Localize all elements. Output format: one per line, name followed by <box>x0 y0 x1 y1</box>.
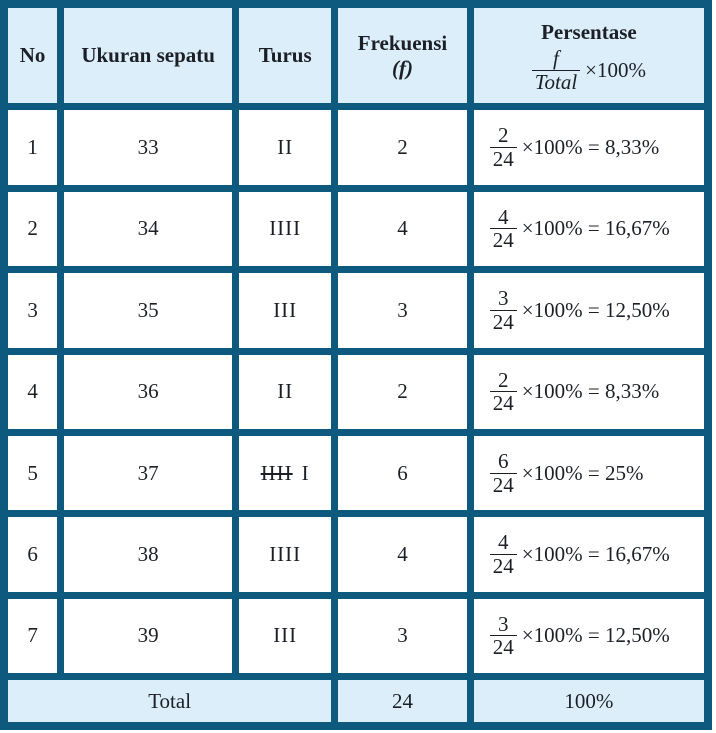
row-number-cell: 3 <box>0 266 65 355</box>
header-frekuensi-label: Frekuensi <box>357 30 448 55</box>
total-frequency-cell: 24 <box>331 673 474 730</box>
tally-cell: III <box>232 266 339 355</box>
tally-cell: III <box>232 591 339 681</box>
header-ukuran-sepatu: Ukuran sepatu <box>57 0 240 111</box>
percentage-cell: 2 24 ×100% = 8,33% <box>466 103 712 192</box>
formula-fraction: f Total <box>531 47 581 93</box>
frequency-cell: 2 <box>331 347 474 436</box>
shoe-size-cell: 38 <box>57 510 240 599</box>
table-row: 6 38 IIII 4 4 24 ×100% = 16,67% <box>0 510 712 599</box>
row-number-cell: 6 <box>0 510 65 599</box>
header-frekuensi: Frekuensi (f) <box>331 0 474 111</box>
percentage-cell: 6 24 ×100% = 25% <box>466 428 712 518</box>
shoe-size-cell: 35 <box>57 266 240 355</box>
table-total-row: Total 24 100% <box>0 673 712 730</box>
table-row: 7 39 III 3 3 24 ×100% = 12,50% <box>0 591 712 681</box>
total-label-cell: Total <box>0 673 339 730</box>
table-row: 5 37 IIII I 6 6 24 ×100% = 25% <box>0 428 712 518</box>
frequency-cell: 4 <box>331 184 474 274</box>
tally-cell: II <box>232 347 339 436</box>
frequency-cell: 3 <box>331 591 474 681</box>
header-turus: Turus <box>232 0 339 111</box>
header-frekuensi-symbol: (f) <box>392 55 414 80</box>
formula-multiplier: ×100% <box>585 57 647 82</box>
table-row: 2 34 IIII 4 4 24 ×100% = 16,67% <box>0 184 712 274</box>
row-number-cell: 4 <box>0 347 65 436</box>
frequency-cell: 2 <box>331 103 474 192</box>
frequency-cell: 6 <box>331 428 474 518</box>
frequency-cell: 4 <box>331 510 474 599</box>
percentage-cell: 2 24 ×100% = 8,33% <box>466 347 712 436</box>
percentage-cell: 3 24 ×100% = 12,50% <box>466 591 712 681</box>
shoe-size-cell: 36 <box>57 347 240 436</box>
table-header-row: No Ukuran sepatu Turus Frekuensi (f) Per… <box>0 0 712 111</box>
table-row: 4 36 II 2 2 24 ×100% = 8,33% <box>0 347 712 436</box>
tally-cell: IIII <box>232 510 339 599</box>
shoe-size-cell: 37 <box>57 428 240 518</box>
header-persentase-formula: f Total ×100% <box>531 47 647 93</box>
header-no: No <box>0 0 65 111</box>
percentage-cell: 4 24 ×100% = 16,67% <box>466 510 712 599</box>
header-persentase: Persentase f Total ×100% <box>466 0 712 111</box>
table-row: 3 35 III 3 3 24 ×100% = 12,50% <box>0 266 712 355</box>
row-number-cell: 5 <box>0 428 65 518</box>
tally-cell: II <box>232 103 339 192</box>
frequency-cell: 3 <box>331 266 474 355</box>
tally-cell: IIII I <box>232 428 339 518</box>
row-number-cell: 2 <box>0 184 65 274</box>
shoe-size-cell: 39 <box>57 591 240 681</box>
row-number-cell: 1 <box>0 103 65 192</box>
header-persentase-title: Persentase <box>541 19 637 44</box>
tally-cell: IIII <box>232 184 339 274</box>
percentage-cell: 3 24 ×100% = 12,50% <box>466 266 712 355</box>
shoe-size-cell: 33 <box>57 103 240 192</box>
table-row: 1 33 II 2 2 24 ×100% = 8,33% <box>0 103 712 192</box>
percentage-cell: 4 24 ×100% = 16,67% <box>466 184 712 274</box>
row-number-cell: 7 <box>0 591 65 681</box>
total-percentage-cell: 100% <box>466 673 712 730</box>
shoe-size-cell: 34 <box>57 184 240 274</box>
